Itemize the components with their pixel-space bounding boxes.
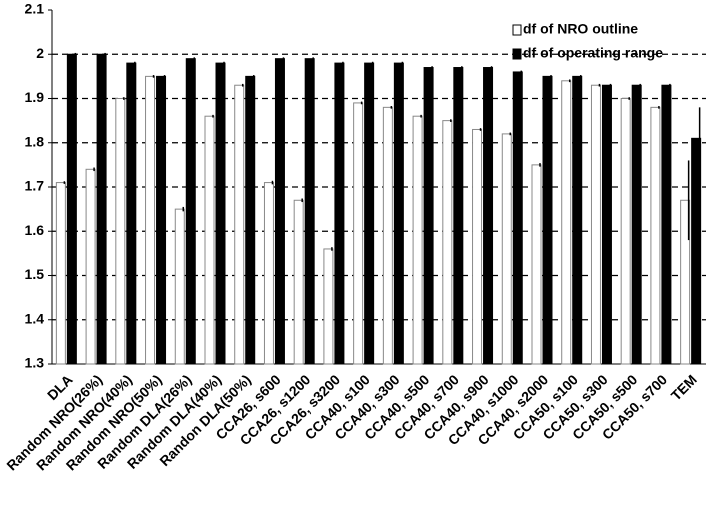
y-tick-label: 1.9 xyxy=(25,89,45,105)
bar xyxy=(115,98,126,365)
bar xyxy=(680,199,691,365)
bar xyxy=(561,80,572,365)
bar xyxy=(650,106,661,365)
bar xyxy=(174,208,185,365)
bar xyxy=(96,53,107,365)
bar xyxy=(263,182,274,365)
bar xyxy=(542,75,553,365)
bar xyxy=(531,164,542,365)
bar xyxy=(661,84,672,365)
y-tick-label: 1.7 xyxy=(25,178,45,194)
y-tick-label: 1.5 xyxy=(25,266,45,282)
bar xyxy=(412,115,423,365)
bar xyxy=(334,62,345,365)
bar xyxy=(382,106,393,365)
bar xyxy=(293,199,304,365)
bar xyxy=(304,58,315,365)
bar xyxy=(364,62,375,365)
bar xyxy=(453,67,464,365)
bar xyxy=(620,98,631,365)
bar xyxy=(185,58,196,365)
bar xyxy=(126,62,137,365)
y-tick-label: 1.4 xyxy=(25,310,45,326)
bar xyxy=(590,84,601,365)
bar xyxy=(601,84,612,365)
bar xyxy=(323,248,334,365)
bar xyxy=(85,168,96,365)
bar xyxy=(423,67,434,365)
legend-swatch xyxy=(512,48,522,60)
bar xyxy=(353,102,364,365)
bar xyxy=(483,67,494,365)
bar xyxy=(572,75,583,365)
bar xyxy=(215,62,226,365)
bar xyxy=(245,75,256,365)
bar xyxy=(631,84,642,365)
legend-label: df of operating range xyxy=(523,45,663,61)
bar xyxy=(145,75,156,365)
legend-swatch xyxy=(512,24,522,36)
bar xyxy=(501,133,512,365)
bar xyxy=(472,128,483,365)
bar xyxy=(55,182,66,365)
bar xyxy=(442,120,453,365)
bar xyxy=(204,115,215,365)
bar xyxy=(512,71,523,365)
y-tick-label: 1.6 xyxy=(25,222,45,238)
bar xyxy=(691,137,702,365)
bar xyxy=(274,58,285,365)
bar xyxy=(234,84,245,365)
legend-label: df of NRO outline xyxy=(523,21,638,37)
x-tick-label: TEM xyxy=(668,371,700,403)
bar xyxy=(66,53,77,365)
bar xyxy=(393,62,404,365)
y-tick-label: 1.8 xyxy=(25,133,45,149)
y-tick-label: 2 xyxy=(36,45,44,61)
y-tick-label: 2.1 xyxy=(25,1,45,17)
bar xyxy=(156,75,167,365)
y-tick-label: 1.3 xyxy=(25,355,45,371)
